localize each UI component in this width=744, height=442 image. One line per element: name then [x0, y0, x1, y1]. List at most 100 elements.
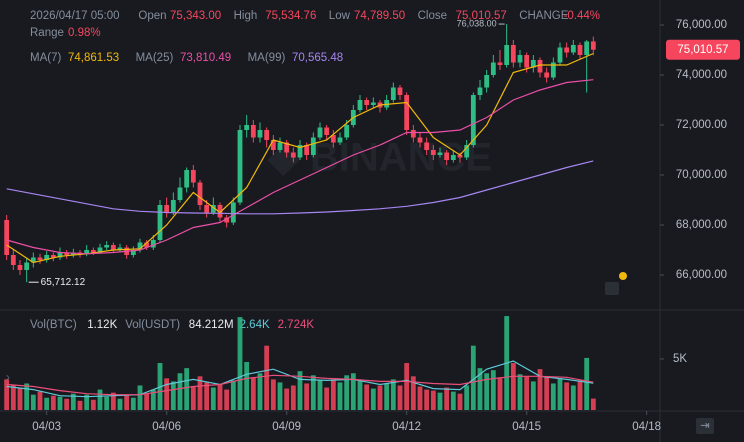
collapse-icon[interactable]: › [6, 372, 10, 384]
candle-body [550, 62, 556, 78]
volume-bar [137, 385, 143, 410]
volume-bar [330, 379, 336, 410]
volume-bar [197, 376, 203, 410]
volume-bar [517, 374, 523, 410]
candle-body [4, 220, 10, 255]
candle-body [564, 47, 570, 53]
volume-bar [377, 385, 383, 410]
candle-body [304, 145, 310, 155]
y-tick-label: 5K [673, 353, 687, 365]
volume-bar [164, 378, 170, 410]
header-text: Close [418, 10, 447, 22]
header-text: 75,343.00 [170, 10, 221, 22]
candle-body [357, 100, 363, 110]
header-text: Vol(BTC) [30, 319, 77, 331]
volume-bar [110, 392, 116, 410]
header-text: 74,789.50 [354, 10, 405, 22]
volume-bar [297, 371, 303, 410]
y-tick-label: 66,000.00 [676, 269, 727, 281]
header-text: CHANGE [519, 10, 569, 22]
volume-bar [397, 385, 403, 410]
volume-bar [170, 381, 176, 410]
candle-body [464, 145, 470, 158]
volume-bar [230, 380, 236, 410]
candle-body [457, 155, 463, 158]
volume-bar [537, 369, 543, 410]
volume-bar [204, 382, 210, 410]
volume-bar [404, 363, 410, 410]
volume-bar [530, 381, 536, 410]
volume-bar [317, 380, 323, 410]
candle-body [417, 137, 423, 143]
volume-bar [364, 384, 370, 410]
candle-body [150, 240, 156, 248]
volume-ma-line [6, 360, 594, 398]
x-tick-label: 04/18 [632, 421, 661, 433]
volume-bar [544, 376, 550, 410]
candle-body [217, 205, 223, 218]
candle-body [590, 41, 596, 50]
candle-body [510, 45, 516, 63]
candle-body [164, 205, 170, 213]
candle-body [364, 100, 370, 105]
volume-bar [477, 368, 483, 410]
scroll-end-icon: ⇥ [700, 420, 710, 432]
volume-bar [457, 393, 463, 410]
high-marker-label: 76,038.00 [457, 18, 497, 28]
candle-body [370, 102, 376, 105]
candle-body [24, 262, 30, 270]
candle-body [184, 170, 190, 188]
header-text: MA(25) [136, 52, 174, 64]
candle-body [277, 142, 283, 150]
volume-bar [497, 377, 503, 410]
volume-bar [357, 380, 363, 410]
candle-body [490, 62, 496, 75]
candle-body [497, 62, 503, 65]
tool-icon[interactable] [605, 282, 619, 295]
x-tick-label: 04/12 [392, 421, 421, 433]
volume-bar [84, 394, 90, 410]
header-text: 2.64K [240, 319, 270, 331]
header-text: 2026/04/17 05:00 [30, 10, 120, 22]
header-text: Open [138, 10, 166, 22]
candle-body [90, 250, 96, 253]
candle-body [250, 125, 256, 138]
candle-body [444, 152, 450, 160]
candle-body [397, 87, 403, 95]
y-tick-label: 74,000.00 [676, 69, 727, 81]
x-tick-label: 04/03 [32, 421, 61, 433]
volume-bar [264, 345, 270, 410]
candle-body [310, 137, 316, 155]
volume-bar [290, 385, 296, 410]
header-text: MA(99) [248, 52, 286, 64]
candle-body [424, 142, 430, 150]
volume-bar [184, 368, 190, 410]
candle-body [570, 45, 576, 53]
volume-bar [350, 373, 356, 410]
volume-bar [430, 390, 436, 410]
volume-bar [104, 396, 110, 410]
candle-body [157, 205, 163, 240]
header-text: 70,565.48 [292, 52, 343, 64]
candle-body [64, 252, 70, 255]
alert-dot [619, 272, 627, 280]
header-text: 74,861.53 [68, 52, 119, 64]
volume-bar [417, 386, 423, 410]
volume-bar [37, 391, 43, 410]
volume-bar [64, 398, 70, 410]
candle-body [484, 75, 490, 88]
scroll-end-button[interactable] [696, 418, 714, 434]
header-text: 2.724K [278, 319, 315, 331]
candle-body [504, 45, 510, 65]
header-text: 0.98% [68, 27, 101, 39]
candle-body [584, 41, 590, 55]
volume-bar [370, 388, 376, 410]
volume-bar [24, 383, 30, 410]
candle-body [197, 182, 203, 205]
volume-bar [224, 389, 230, 410]
header-text: 1.12K [87, 319, 117, 331]
candle-body [84, 250, 90, 254]
candle-body [177, 187, 183, 200]
candle-body [224, 217, 230, 223]
